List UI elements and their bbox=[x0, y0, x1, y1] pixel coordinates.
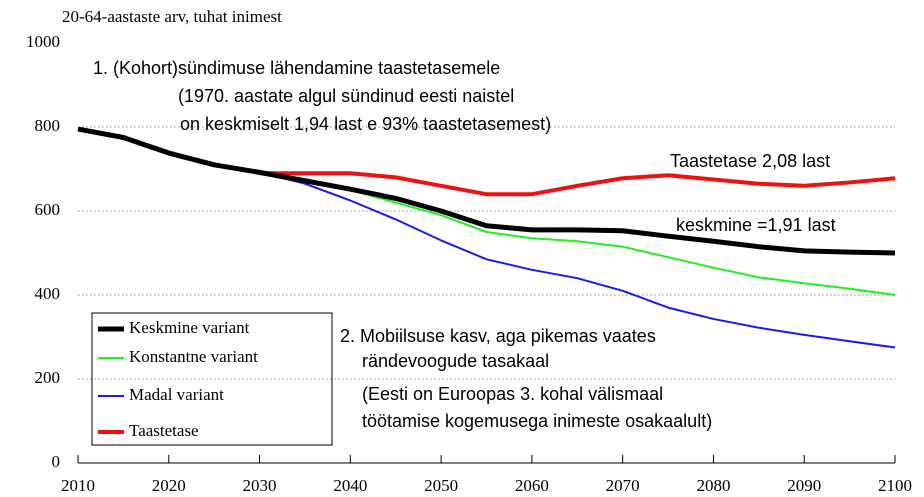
y-tick-label: 1000 bbox=[26, 32, 60, 51]
x-tick-label: 2030 bbox=[243, 476, 277, 495]
annotation: (1970. aastate algul sündinud eesti nais… bbox=[178, 86, 514, 106]
legend-label: Taastetase bbox=[129, 421, 199, 440]
y-tick-label: 0 bbox=[52, 452, 61, 471]
x-tick-label: 2090 bbox=[787, 476, 821, 495]
legend-box bbox=[91, 312, 333, 446]
annotation: töötamise kogemusega inimeste osakaalult… bbox=[362, 411, 712, 431]
x-tick-label: 2060 bbox=[515, 476, 549, 495]
x-tick-label: 2070 bbox=[606, 476, 640, 495]
annotation: on keskmiselt 1,94 last e 93% taastetase… bbox=[180, 114, 551, 134]
y-tick-label: 800 bbox=[35, 116, 61, 135]
annotation: (Eesti on Euroopas 3. kohal välismaal bbox=[362, 384, 663, 404]
y-tick-label: 200 bbox=[35, 368, 61, 387]
annotation: 2. Mobiilsuse kasv, aga pikemas vaates bbox=[340, 326, 656, 346]
x-tick-label: 2080 bbox=[696, 476, 730, 495]
annotation: rändevoogude tasakaal bbox=[362, 351, 549, 371]
x-tick-label: 2020 bbox=[152, 476, 186, 495]
x-tick-label: 2050 bbox=[424, 476, 458, 495]
series-line bbox=[77, 126, 896, 256]
chart-title: 20-64-aastaste arv, tuhat inimest bbox=[62, 7, 282, 26]
legend-label: Madal variant bbox=[129, 385, 224, 404]
annotation: keskmine =1,91 last bbox=[676, 215, 836, 235]
annotation: Taastetase 2,08 last bbox=[670, 151, 830, 171]
x-tick-label: 2010 bbox=[61, 476, 95, 495]
y-tick-label: 400 bbox=[35, 284, 61, 303]
annotation: 1. (Kohort)sündimuse lähendamine taastet… bbox=[93, 58, 500, 78]
x-tick-label: 2100 bbox=[878, 476, 912, 495]
x-tick-label: 2040 bbox=[333, 476, 367, 495]
y-tick-label: 600 bbox=[35, 200, 61, 219]
legend-label: Konstantne variant bbox=[129, 347, 258, 366]
series-line bbox=[259, 171, 896, 197]
legend-label: Keskmine variant bbox=[129, 318, 250, 337]
